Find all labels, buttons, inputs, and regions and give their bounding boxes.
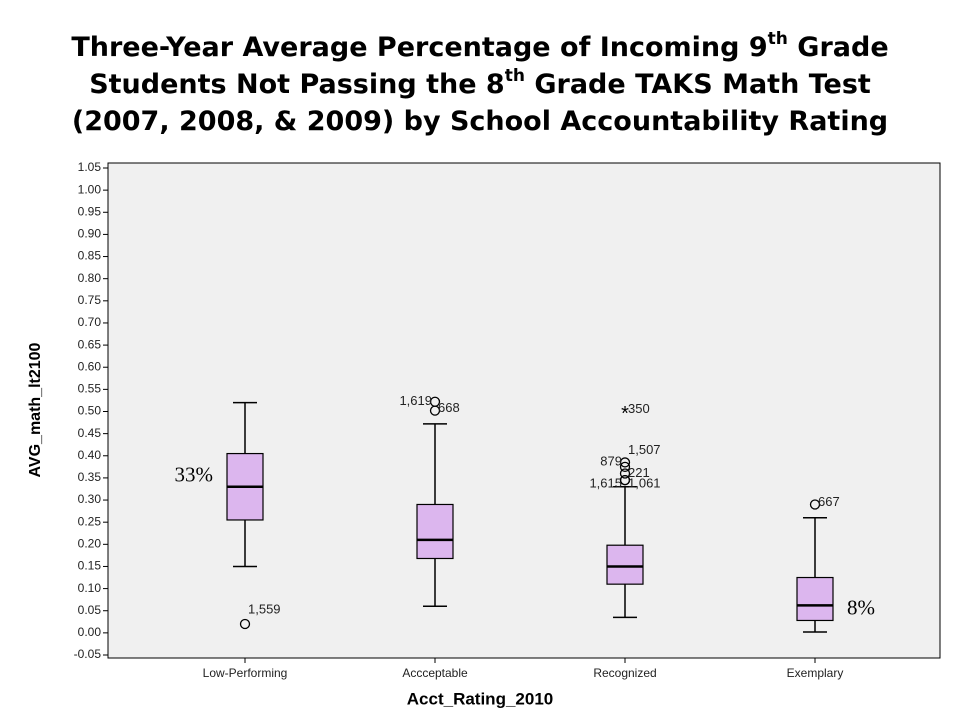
y-tick-label: 0.25 (78, 514, 102, 528)
title-text: Three-Year Average Percentage of Incomin… (71, 32, 767, 63)
y-tick-label: 0.00 (78, 625, 102, 639)
y-tick-label: 0.35 (78, 470, 102, 484)
title-text: Grade (788, 32, 889, 63)
annotation: 8% (847, 595, 875, 619)
outlier-label: 350 (628, 401, 650, 416)
x-tick-label: Accceptable (402, 666, 468, 680)
y-tick-label: 0.05 (78, 603, 102, 617)
outlier (809, 499, 821, 510)
x-tick-label: Low-Performing (203, 666, 288, 680)
y-tick-label: 0.65 (78, 337, 102, 351)
annotation: 33% (175, 463, 214, 487)
title-superscript: th (505, 66, 525, 86)
x-tick-label: Recognized (593, 666, 656, 680)
outlier-label: 668 (438, 400, 460, 415)
outlier (619, 461, 631, 472)
outlier-label: 1,507 (628, 442, 661, 457)
outlier (239, 618, 251, 630)
y-tick-label: 0.20 (78, 536, 102, 550)
y-tick-label: 1.05 (78, 160, 102, 174)
y-tick-label: 0.15 (78, 559, 102, 573)
y-tick-label: 0.50 (78, 404, 102, 418)
outlier-label: 221 (628, 465, 650, 480)
y-tick-label: -0.05 (74, 647, 102, 661)
y-tick-label: 0.10 (78, 581, 102, 595)
chart-title: Students Not Passing the 8th Grade TAKS … (89, 66, 871, 100)
box (606, 544, 644, 585)
chart-title: (2007, 2008, & 2009) by School Accountab… (72, 106, 888, 137)
y-tick-label: 0.85 (78, 249, 102, 263)
title-text: Students Not Passing the 8 (89, 69, 505, 100)
y-tick-label: 0.30 (78, 492, 102, 506)
outlier-label: 1,061 (628, 476, 661, 491)
outlier-label: 1,619 (399, 393, 432, 408)
y-tick-label: 1.00 (78, 182, 102, 196)
y-tick-label: 0.80 (78, 271, 102, 285)
outlier-label: 879 (600, 453, 622, 468)
box (796, 576, 834, 622)
outlier-label: 1,559 (248, 601, 281, 616)
title-text: (2007, 2008, & 2009) by School Accountab… (72, 106, 888, 137)
outlier-label: 1,615 (589, 476, 622, 491)
y-tick-label: 0.90 (78, 227, 102, 241)
outlier (619, 468, 631, 479)
box (416, 503, 454, 560)
title-text: Grade TAKS Math Test (525, 69, 871, 100)
y-tick-label: 0.70 (78, 315, 102, 329)
outlier: * (621, 403, 629, 425)
y-tick-label: 0.55 (78, 382, 102, 396)
y-tick-label: 0.75 (78, 293, 102, 307)
y-tick-label: 0.95 (78, 204, 102, 218)
x-axis-label: Acct_Rating_2010 (407, 689, 553, 708)
y-tick-label: 0.60 (78, 359, 102, 373)
outlier (619, 457, 631, 468)
outlier (429, 405, 441, 416)
outlier-label: 667 (818, 494, 840, 509)
plot-area (107, 162, 941, 659)
y-tick-label: 0.45 (78, 426, 102, 440)
y-tick-label: 0.40 (78, 448, 102, 462)
x-tick-label: Exemplary (787, 666, 844, 680)
chart-title: Three-Year Average Percentage of Incomin… (71, 29, 888, 63)
title-superscript: th (768, 29, 788, 49)
outlier (619, 474, 631, 486)
y-axis-label: AVG_math_lt2100 (27, 342, 44, 477)
